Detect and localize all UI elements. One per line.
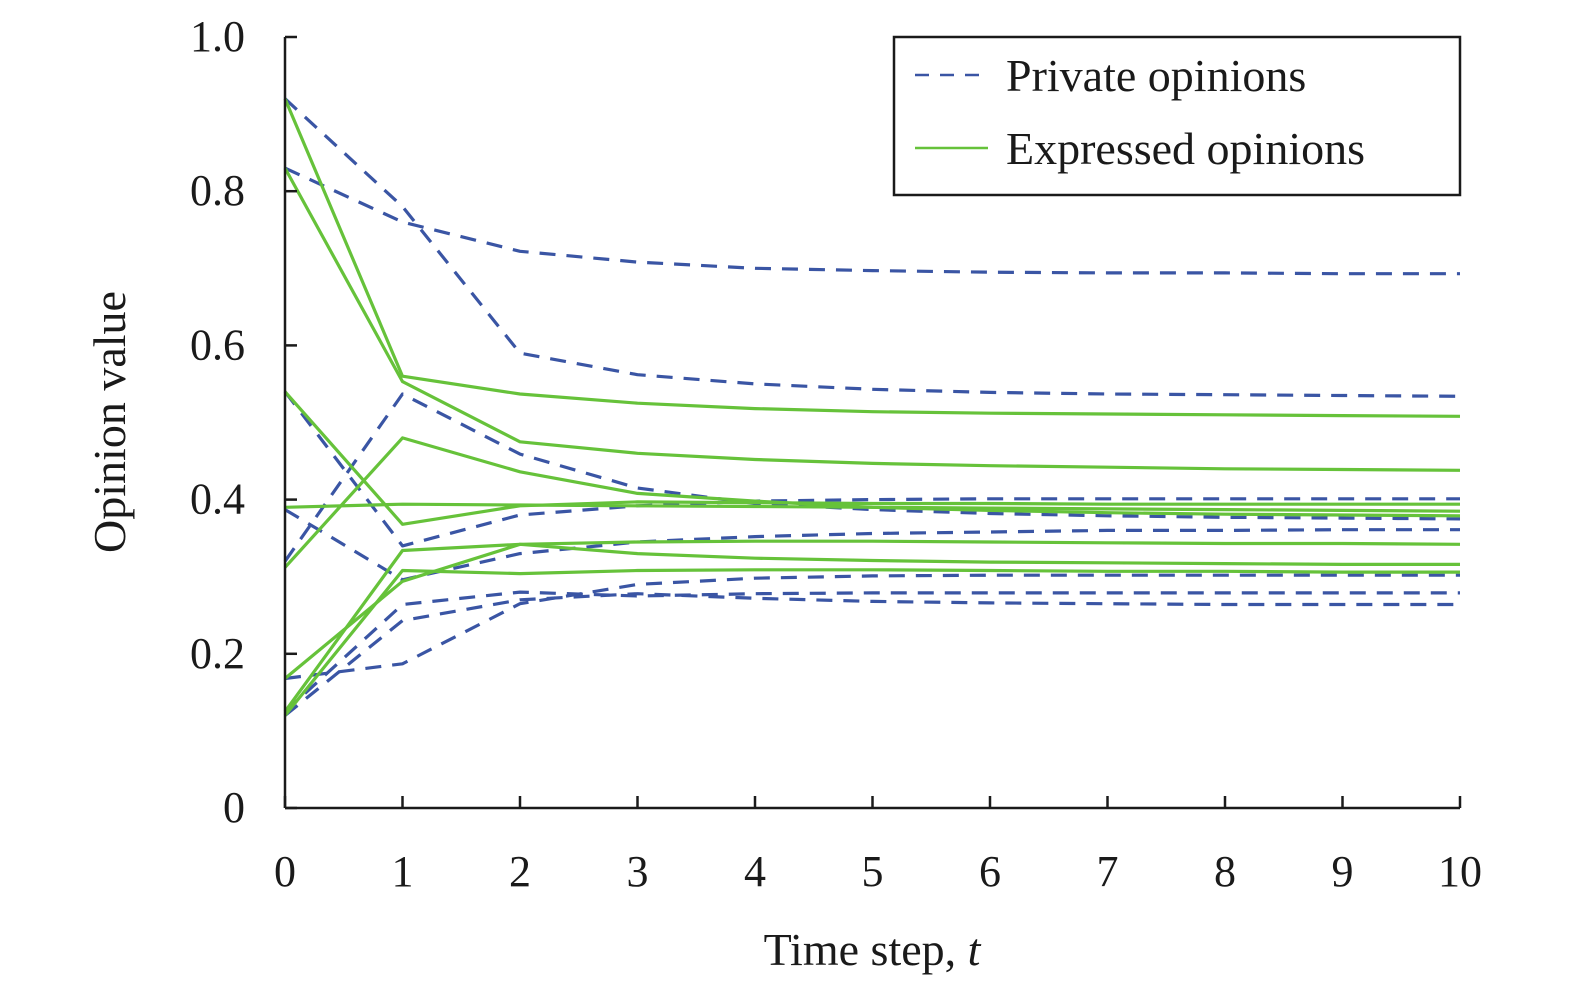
y-tick-label: 0.2 [190,629,245,678]
x-tick-label: 2 [509,847,531,896]
legend: Private opinions Expressed opinions [892,35,1462,197]
x-tick-label: 10 [1438,847,1482,896]
legend-label-expressed: Expressed opinions [1006,123,1365,174]
private-opinion-line-3 [283,392,1461,563]
x-tick-label: 6 [979,847,1001,896]
y-tick-label: 0.4 [190,475,245,524]
expressed-opinion-line-1 [283,98,1461,418]
x-tick-label: 5 [862,847,884,896]
x-axis-title-variable: t [968,924,982,975]
x-tick-label: 9 [1332,847,1354,896]
y-axis-title: Opinion value [84,291,135,553]
expressed-opinion-line-4 [283,390,1460,526]
legend-box [892,35,1462,197]
x-tick-label: 0 [274,847,296,896]
y-tick-label: 0 [223,783,245,832]
x-axis-title-text: Time step, [764,924,968,975]
x-tick-label: 7 [1097,847,1119,896]
private-opinion-line-7 [283,590,1460,713]
private-opinion-line-5 [284,508,1460,582]
expressed-opinion-line-8 [283,568,1460,717]
expressed-opinion-line-6 [283,539,1461,680]
expressed-opinion-line-7 [283,542,1460,713]
private-opinion-line-8 [283,592,1460,717]
x-tick-label: 3 [627,847,649,896]
y-tick-label: 1.0 [190,12,245,61]
x-axis-title: Time step, t [764,924,982,975]
y-tick-label: 0.8 [190,166,245,215]
x-tick-label: 4 [744,847,766,896]
axes: 0 1 2 3 4 5 6 7 8 9 10 0 0.2 0.4 0.6 0.8 1.0 [190,12,1482,896]
expressed-opinion-line-5 [284,502,1461,513]
private-opinion-line-2 [284,166,1460,276]
expressed-opinion-line-2 [283,167,1461,472]
y-tick-label: 0.6 [190,320,245,369]
private-opinion-line-4 [283,390,1460,548]
private-opinion-line-6 [284,573,1460,681]
legend-label-private: Private opinions [1006,50,1306,101]
x-tick-label: 8 [1214,847,1236,896]
series-layer [283,97,1461,717]
private-opinion-line-1 [283,97,1461,398]
x-tick-label: 1 [392,847,414,896]
